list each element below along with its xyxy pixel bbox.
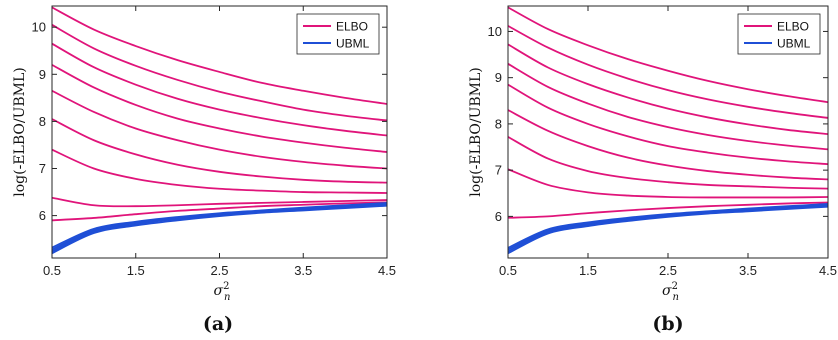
- series-line-elbo-1: [52, 24, 387, 122]
- y-axis-label: log(-ELBO/UBML): [12, 67, 28, 197]
- x-axis-label-sup: 2: [223, 281, 229, 292]
- legend: ELBO UBML: [737, 13, 821, 55]
- series-line-ubml-10: [52, 202, 387, 251]
- legend-label-elbo: ELBO: [336, 20, 368, 34]
- x-axis-label-symbol: σ: [214, 283, 224, 299]
- series-line-elbo-0: [52, 6, 387, 105]
- series-line-ubml-9: [52, 201, 387, 249]
- x-axis-label-sub: n: [672, 292, 678, 303]
- series-line-ubml-9: [508, 203, 828, 249]
- x-tick-label: 2.5: [659, 263, 677, 278]
- panel-label: (a): [203, 313, 233, 335]
- x-axis-label: σ2 n: [214, 281, 231, 303]
- x-tick-label: 0.5: [499, 263, 517, 278]
- chart-panel-b: 0.5 1.5 2.5 3.5 4.5 6 7 8 9 10 σ2 n log(-ELBO/UBML) E…: [468, 5, 837, 335]
- series-line-elbo-6: [508, 136, 828, 190]
- series-line-elbo-4: [52, 89, 387, 170]
- series-line-ubml-10: [508, 203, 828, 251]
- series-line-elbo-6: [52, 148, 387, 194]
- y-tick-label: 9: [495, 70, 502, 85]
- y-axis-label: log(-ELBO/UBML): [468, 67, 484, 197]
- series-lines: [508, 6, 828, 255]
- series-line-elbo-7: [52, 196, 387, 208]
- x-tick-label: 3.5: [739, 263, 757, 278]
- x-tick-label: 1.5: [127, 263, 145, 278]
- legend-label-ubml: UBML: [336, 37, 370, 51]
- x-axis-label-sup: 2: [672, 281, 678, 292]
- x-tick-label: 0.5: [43, 263, 61, 278]
- y-tick-label: 10: [488, 24, 502, 39]
- x-tick-label: 1.5: [579, 263, 597, 278]
- series-line-ubml-12: [52, 204, 387, 255]
- x-axis-label-sub: n: [224, 292, 230, 303]
- legend: ELBO UBML: [296, 13, 380, 55]
- series-line-elbo-0: [508, 6, 828, 104]
- series-line-ubml-11: [52, 203, 387, 253]
- y-tick-label: 7: [39, 161, 46, 176]
- x-tick-label: 3.5: [294, 263, 312, 278]
- legend-box: [737, 13, 821, 55]
- x-axis-label-symbol: σ: [662, 283, 672, 299]
- series-lines: [52, 6, 387, 255]
- series-line-elbo-1: [508, 25, 828, 119]
- x-tick-label: 2.5: [210, 263, 228, 278]
- y-tick-label: 9: [39, 67, 46, 82]
- legend-box: [296, 13, 380, 55]
- chart-panel-a: 0.5 1.5 2.5 3.5 4.5 6 7 8 9 10 σ2 n log(-ELBO/UBML) E…: [12, 5, 396, 335]
- series-line-elbo-4: [508, 83, 828, 166]
- legend-label-ubml: UBML: [777, 37, 811, 51]
- series-line-elbo-8: [508, 201, 828, 219]
- x-tick-label: 4.5: [378, 263, 396, 278]
- series-line-ubml-11: [508, 204, 828, 253]
- y-tick-label: 8: [39, 114, 46, 129]
- legend-label-elbo: ELBO: [777, 20, 809, 34]
- y-tick-label: 7: [495, 163, 502, 178]
- series-line-elbo-3: [508, 63, 828, 151]
- series-line-elbo-7: [508, 168, 828, 199]
- y-tick-label: 10: [32, 20, 46, 35]
- x-tick-label: 4.5: [819, 263, 837, 278]
- series-line-elbo-8: [52, 201, 387, 222]
- series-line-elbo-2: [52, 42, 387, 137]
- series-line-elbo-5: [508, 109, 828, 181]
- y-tick-label: 8: [495, 116, 502, 131]
- y-tick-label: 6: [39, 208, 46, 223]
- series-line-elbo-3: [52, 64, 387, 153]
- series-line-elbo-2: [508, 43, 828, 135]
- y-tick-label: 6: [495, 209, 502, 224]
- series-line-elbo-5: [52, 118, 387, 184]
- x-axis-label: σ2 n: [662, 281, 679, 303]
- series-line-ubml-12: [508, 205, 828, 255]
- panel-label: (b): [652, 313, 683, 335]
